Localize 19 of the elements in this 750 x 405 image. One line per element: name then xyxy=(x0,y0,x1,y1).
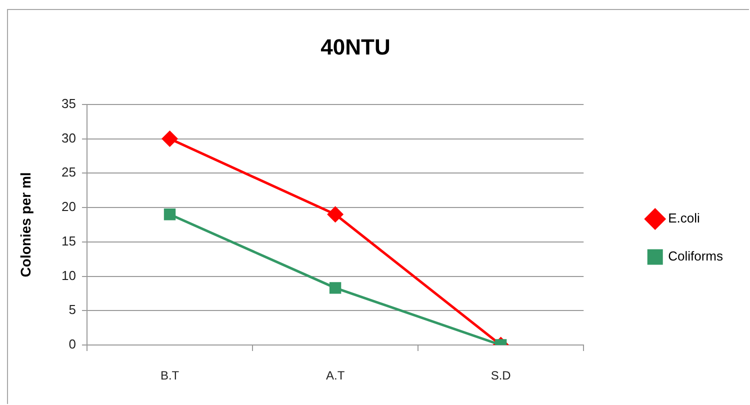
point xyxy=(329,282,342,294)
y-tick-label: 0 xyxy=(68,336,76,352)
y-tick-label: 20 xyxy=(62,199,76,214)
y-tick-label: 10 xyxy=(62,268,76,283)
point xyxy=(164,208,176,220)
y-tick-label: 5 xyxy=(68,302,76,318)
point xyxy=(328,206,344,222)
legend-label: E.coli xyxy=(668,210,700,226)
x-tick-label: B.T xyxy=(160,368,180,383)
y-tick-label: 25 xyxy=(62,164,76,180)
y-axis-title: Colonies per ml xyxy=(17,172,34,278)
y-tick-label: 15 xyxy=(62,233,76,248)
chart-title: 40NTU xyxy=(320,34,390,60)
x-tick-label: S.D xyxy=(490,368,512,383)
y-tick-label: 30 xyxy=(62,130,76,146)
y-tick-label: 35 xyxy=(62,96,76,111)
legend-label: Coliforms xyxy=(668,248,724,264)
x-tick-label: A.T xyxy=(326,368,346,383)
point xyxy=(162,131,178,147)
